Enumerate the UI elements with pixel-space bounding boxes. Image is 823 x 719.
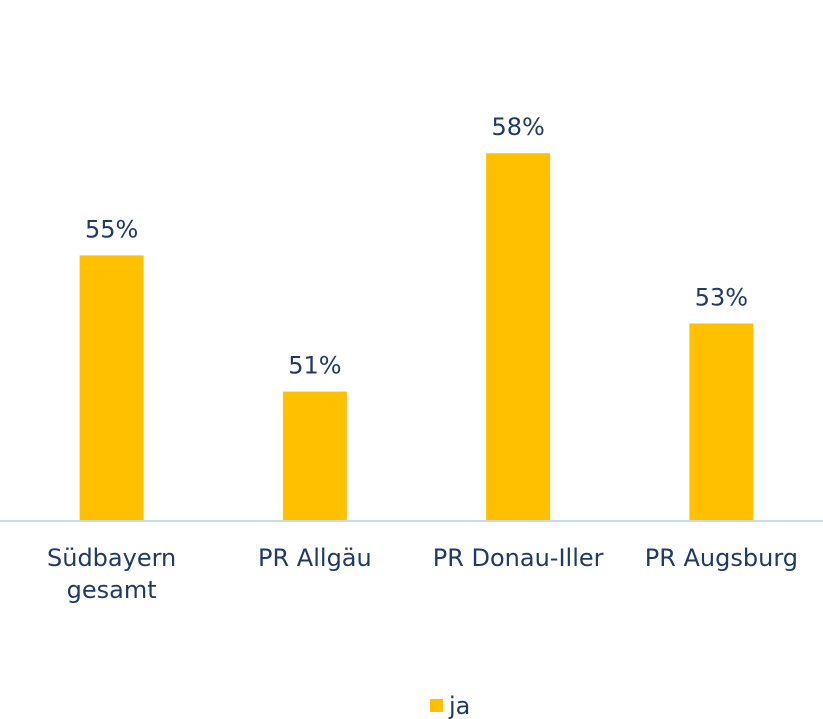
legend-swatch bbox=[430, 699, 443, 712]
bar bbox=[282, 391, 347, 521]
x-tick-label: Südbayern gesamt bbox=[47, 544, 177, 604]
bar bbox=[689, 323, 754, 521]
x-tick-label: PR Augsburg bbox=[644, 544, 799, 572]
data-label: 51% bbox=[288, 352, 341, 380]
bar bbox=[486, 153, 551, 521]
x-tick-label: PR Donau-Iller bbox=[432, 544, 604, 572]
x-tick-label: PR Allgäu bbox=[258, 544, 372, 572]
legend-label: ja bbox=[448, 692, 470, 719]
bar bbox=[79, 255, 144, 521]
data-label: 58% bbox=[491, 113, 544, 141]
data-label: 53% bbox=[695, 283, 748, 311]
data-label: 55% bbox=[85, 215, 138, 243]
